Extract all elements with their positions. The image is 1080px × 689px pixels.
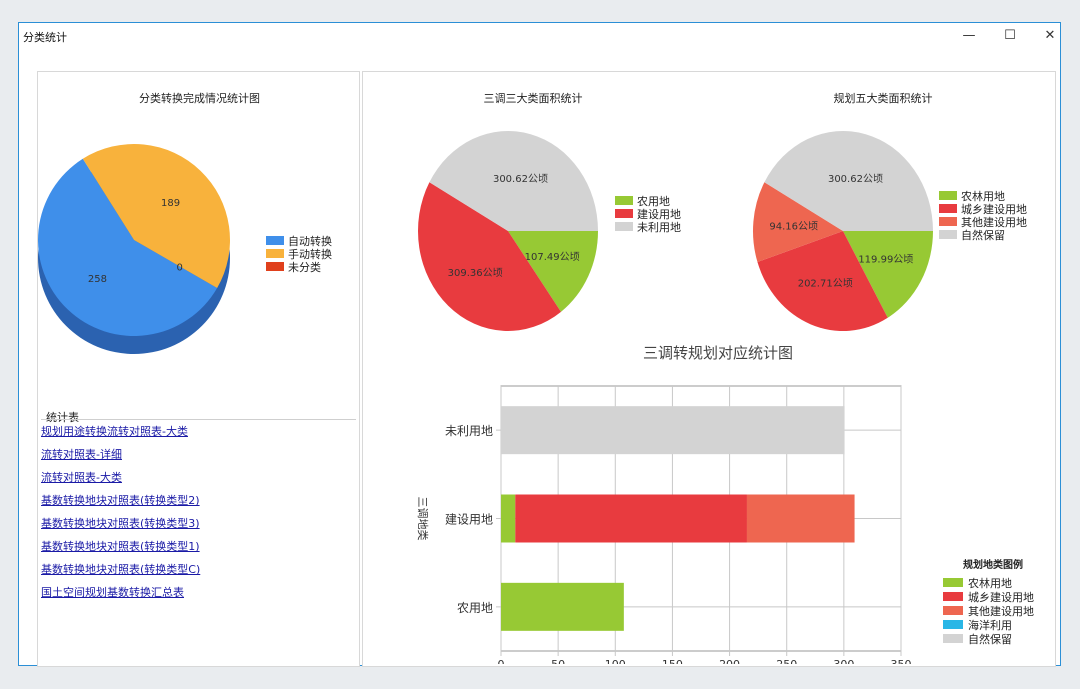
link-base-parcel-type2[interactable]: 基数转换地块对照表(转换类型2) xyxy=(41,494,200,507)
link-flow-major[interactable]: 流转对照表-大类 xyxy=(41,471,122,484)
bar-legend-swatch xyxy=(943,578,963,587)
survey-pie-chart: 107.49公顷 309.36公顷 300.62公顷 xyxy=(417,130,598,331)
link-plan-use-flow-major[interactable]: 规划用途转换流转对照表-大类 xyxy=(41,425,188,438)
bar-legend-swatch xyxy=(943,606,963,615)
pie2-legend: 农林用地 城乡建设用地 其他建设用地 自然保留 xyxy=(939,189,1027,242)
plan-pie-chart: 119.99公顷 202.71公顷 94.16公顷 300.62公顷 xyxy=(753,130,933,331)
x-tick-label: 0 xyxy=(498,658,505,664)
farmland-slice-label: 107.49公顷 xyxy=(525,251,580,263)
manual-conversion-slice-label: 189 xyxy=(161,198,180,209)
legend-item-farmland: 农用地 xyxy=(615,194,681,208)
urban-rural-slice-label: 202.71公顷 xyxy=(798,277,853,289)
farmland-slice xyxy=(508,231,598,312)
x-tick-label: 350 xyxy=(891,658,912,664)
construction-land-slice-label: 309.36公顷 xyxy=(448,267,503,279)
bar-legend-label: 自然保留 xyxy=(968,632,1012,646)
unused-land-slice xyxy=(429,130,598,231)
x-tick-label: 50 xyxy=(551,658,565,664)
bar-legend-label: 海洋利用 xyxy=(968,618,1012,632)
bar-legend-title: 规划地类图例 xyxy=(963,558,1023,571)
bar-segment xyxy=(515,494,747,543)
bar-legend-swatch xyxy=(943,592,963,601)
classification-pie-chart: 258 189 0 xyxy=(38,144,231,354)
y-category-label: 未利用地 xyxy=(445,424,493,438)
legend-item-manual: 手动转换 xyxy=(266,247,332,261)
stats-table-divider xyxy=(41,419,356,420)
other-construction-slice-label: 94.16公顷 xyxy=(769,221,818,233)
legend-item-construction: 建设用地 xyxy=(615,207,681,221)
bar-legend-swatch xyxy=(943,620,963,629)
x-tick-label: 300 xyxy=(833,658,854,664)
title-bar: 分类统计 — ☐ ✕ xyxy=(19,23,1060,49)
classification-legend: 自动转换 手动转换 未分类 xyxy=(266,234,332,274)
conversion-bar-chart: 三调转规划对应统计图 0 50 100 150 200 250 300 350 未利用地建设用地农… xyxy=(416,344,1034,664)
maximize-button[interactable]: ☐ xyxy=(1004,27,1016,43)
bar-legend-label: 农林用地 xyxy=(968,576,1012,590)
agri-forest-slice xyxy=(843,231,933,318)
window-title: 分类统计 xyxy=(23,31,67,44)
legend-item-other-construction: 其他建设用地 xyxy=(939,215,1027,229)
nature-reserve-slice xyxy=(764,130,933,231)
link-base-parcel-typeC[interactable]: 基数转换地块对照表(转换类型C) xyxy=(41,563,201,576)
legend-item-unused: 未利用地 xyxy=(615,220,681,234)
unused-land-slice-label: 300.62公顷 xyxy=(493,173,548,185)
urban-rural-slice xyxy=(757,231,888,331)
minimize-button[interactable]: — xyxy=(962,27,976,43)
construction-land-slice xyxy=(417,182,561,331)
other-construction-slice xyxy=(753,182,843,263)
x-tick-label: 150 xyxy=(662,658,683,664)
close-button[interactable]: ✕ xyxy=(1044,27,1056,43)
auto-conversion-slice-label: 258 xyxy=(88,274,107,285)
link-flow-detail[interactable]: 流转对照表-详细 xyxy=(41,448,122,461)
nature-reserve-slice-label: 300.62公顷 xyxy=(828,173,883,185)
auto-conversion-slice xyxy=(38,158,218,336)
bar-chart-title: 三调转规划对应统计图 xyxy=(643,344,793,362)
x-tick-label: 100 xyxy=(605,658,626,664)
bar-legend-swatch xyxy=(943,634,963,643)
y-category-label: 建设用地 xyxy=(445,513,493,527)
agri-forest-slice-label: 119.99公顷 xyxy=(858,254,913,266)
legend-item-urban-rural: 城乡建设用地 xyxy=(939,202,1027,216)
link-base-parcel-type3[interactable]: 基数转换地块对照表(转换类型3) xyxy=(41,517,200,530)
legend-item-agri-forest: 农林用地 xyxy=(939,189,1027,203)
pie2-title: 规划五大类面积统计 xyxy=(833,92,933,105)
legend-item-nature-reserve: 自然保留 xyxy=(939,228,1027,242)
bar-segment xyxy=(501,406,845,455)
manual-conversion-slice xyxy=(82,144,231,288)
stats-table-heading: 统计表 xyxy=(46,411,79,424)
link-base-parcel-type1[interactable]: 基数转换地块对照表(转换类型1) xyxy=(41,540,200,553)
bar-segment xyxy=(746,494,855,543)
pie1-title: 三调三大类面积统计 xyxy=(483,92,583,105)
x-tick-label: 250 xyxy=(776,658,797,664)
bar-legend-label: 城乡建设用地 xyxy=(968,590,1034,604)
classification-chart-title: 分类转换完成情况统计图 xyxy=(139,92,260,105)
x-tick-label: 200 xyxy=(719,658,740,664)
left-pane: 分类转换完成情况统计图 258 189 0 自动转换 手动转换 未分类 统计表 规划… xyxy=(37,71,360,667)
y-category-label: 农用地 xyxy=(457,601,493,615)
stats-table-links: 规划用途转换流转对照表-大类 流转对照表-详细 流转对照表-大类 基数转换地块对… xyxy=(41,420,200,604)
bar-segment xyxy=(501,582,624,631)
unclassified-slice-label: 0 xyxy=(177,262,183,273)
bar-segment xyxy=(501,494,516,543)
link-spatial-plan-summary[interactable]: 国土空间规划基数转换汇总表 xyxy=(41,586,184,599)
legend-item-auto: 自动转换 xyxy=(266,234,332,248)
stats-window: 分类统计 — ☐ ✕ 分类转换完成情况统计图 258 189 0 自动转换 手动转换… xyxy=(18,22,1061,667)
y-axis-label: 三调地类 xyxy=(416,497,430,541)
bar-legend-label: 其他建设用地 xyxy=(968,604,1034,618)
legend-item-unclassified: 未分类 xyxy=(266,260,332,274)
right-pane: 三调三大类面积统计 107.49公顷 309.36公顷 300.62公顷 农用地 建… xyxy=(362,71,1056,667)
pie1-legend: 农用地 建设用地 未利用地 xyxy=(615,194,681,234)
